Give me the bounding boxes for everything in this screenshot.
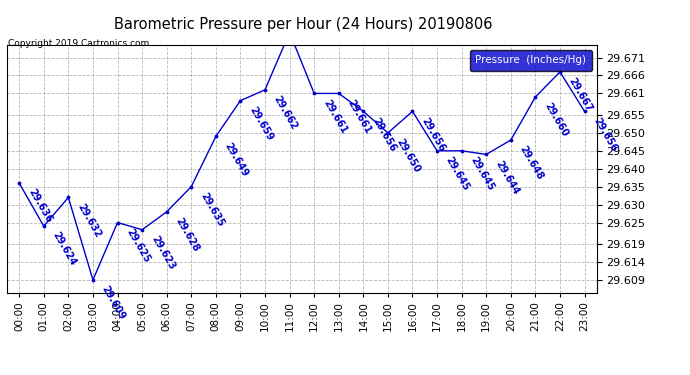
Text: 29.625: 29.625 xyxy=(124,227,152,264)
Text: Barometric Pressure per Hour (24 Hours) 20190806: Barometric Pressure per Hour (24 Hours) … xyxy=(115,17,493,32)
Text: 29.656: 29.656 xyxy=(591,116,619,153)
Text: 29.660: 29.660 xyxy=(542,101,570,139)
Text: 29.667: 29.667 xyxy=(567,76,594,114)
Text: 29.661: 29.661 xyxy=(321,98,348,135)
Legend: Pressure  (Inches/Hg): Pressure (Inches/Hg) xyxy=(470,50,591,70)
Text: 29.645: 29.645 xyxy=(444,155,471,192)
Text: 29.656: 29.656 xyxy=(371,116,397,153)
Text: 29.649: 29.649 xyxy=(223,141,250,178)
Text: 29.650: 29.650 xyxy=(395,137,422,174)
Text: 29.636: 29.636 xyxy=(26,187,54,225)
Text: 29.661: 29.661 xyxy=(346,98,373,135)
Text: 29.644: 29.644 xyxy=(493,159,520,196)
Text: 29.678: 29.678 xyxy=(0,374,1,375)
Text: 29.624: 29.624 xyxy=(51,230,78,268)
Text: 29.656: 29.656 xyxy=(420,116,447,153)
Text: 29.632: 29.632 xyxy=(75,202,103,239)
Text: 29.648: 29.648 xyxy=(518,144,545,182)
Text: Copyright 2019 Cartronics.com: Copyright 2019 Cartronics.com xyxy=(8,39,150,48)
Text: 29.609: 29.609 xyxy=(100,284,127,322)
Text: 29.662: 29.662 xyxy=(272,94,299,132)
Text: 29.623: 29.623 xyxy=(149,234,177,272)
Text: 29.645: 29.645 xyxy=(469,155,496,192)
Text: 29.628: 29.628 xyxy=(174,216,201,254)
Text: 29.635: 29.635 xyxy=(198,191,226,228)
Text: 29.659: 29.659 xyxy=(248,105,275,142)
